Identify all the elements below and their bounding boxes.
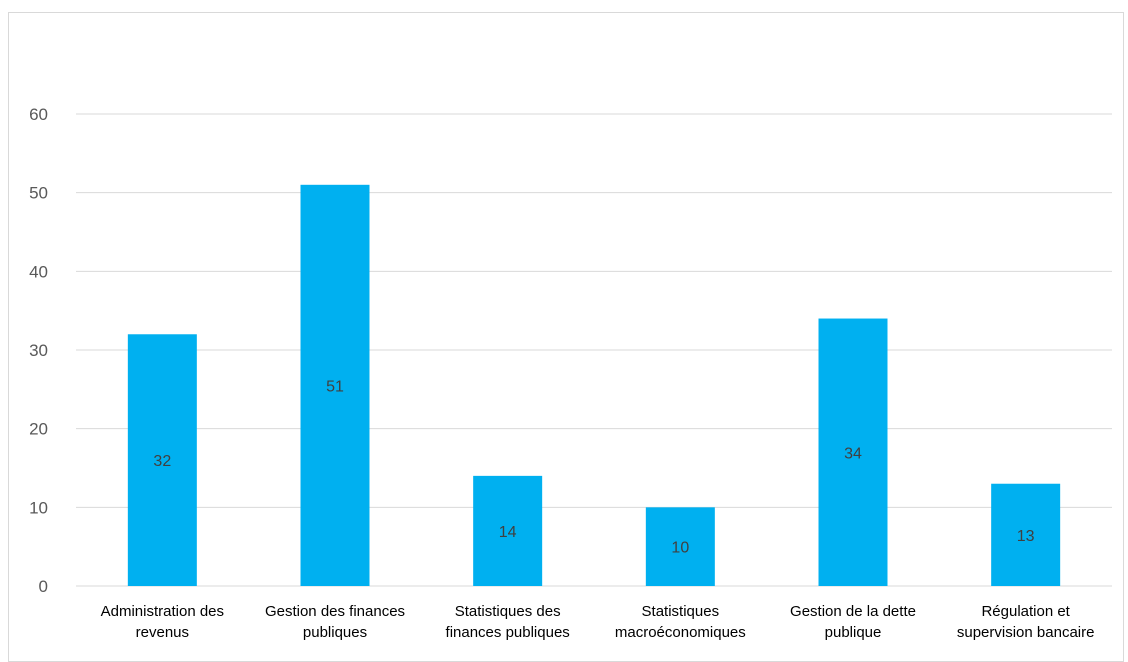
y-tick-label: 10	[29, 498, 48, 517]
data-label: 51	[326, 378, 344, 395]
bar	[127, 334, 197, 586]
bar	[300, 184, 370, 587]
x-category-label: publique	[825, 624, 882, 641]
data-label: 14	[499, 524, 517, 541]
x-category-label: Statistiques	[642, 603, 720, 620]
y-tick-label: 40	[29, 262, 48, 281]
x-category-label: Administration des	[101, 603, 224, 620]
y-tick-label: 0	[39, 577, 48, 596]
x-category-label: Gestion des finances	[265, 603, 405, 620]
x-category-label: supervision bancaire	[957, 624, 1095, 641]
x-category-label: Régulation et	[981, 603, 1070, 620]
y-tick-label: 50	[29, 184, 48, 203]
x-category-label: macroéconomiques	[615, 624, 746, 641]
bar	[473, 475, 543, 586]
x-category-label: publiques	[303, 624, 367, 641]
data-label: 32	[153, 453, 171, 470]
data-label: 13	[1017, 528, 1035, 545]
bar	[991, 483, 1061, 586]
y-tick-label: 30	[29, 341, 48, 360]
data-label: 10	[671, 540, 689, 557]
x-category-label: Gestion de la dette	[790, 603, 916, 620]
x-category-label: revenus	[136, 624, 189, 641]
x-category-label: finances publiques	[446, 624, 570, 641]
data-label: 34	[844, 445, 862, 462]
bar	[818, 318, 888, 586]
bar	[645, 507, 715, 586]
x-category-label: Statistiques des	[455, 603, 561, 620]
y-tick-label: 20	[29, 420, 48, 439]
y-tick-label: 60	[29, 105, 48, 124]
